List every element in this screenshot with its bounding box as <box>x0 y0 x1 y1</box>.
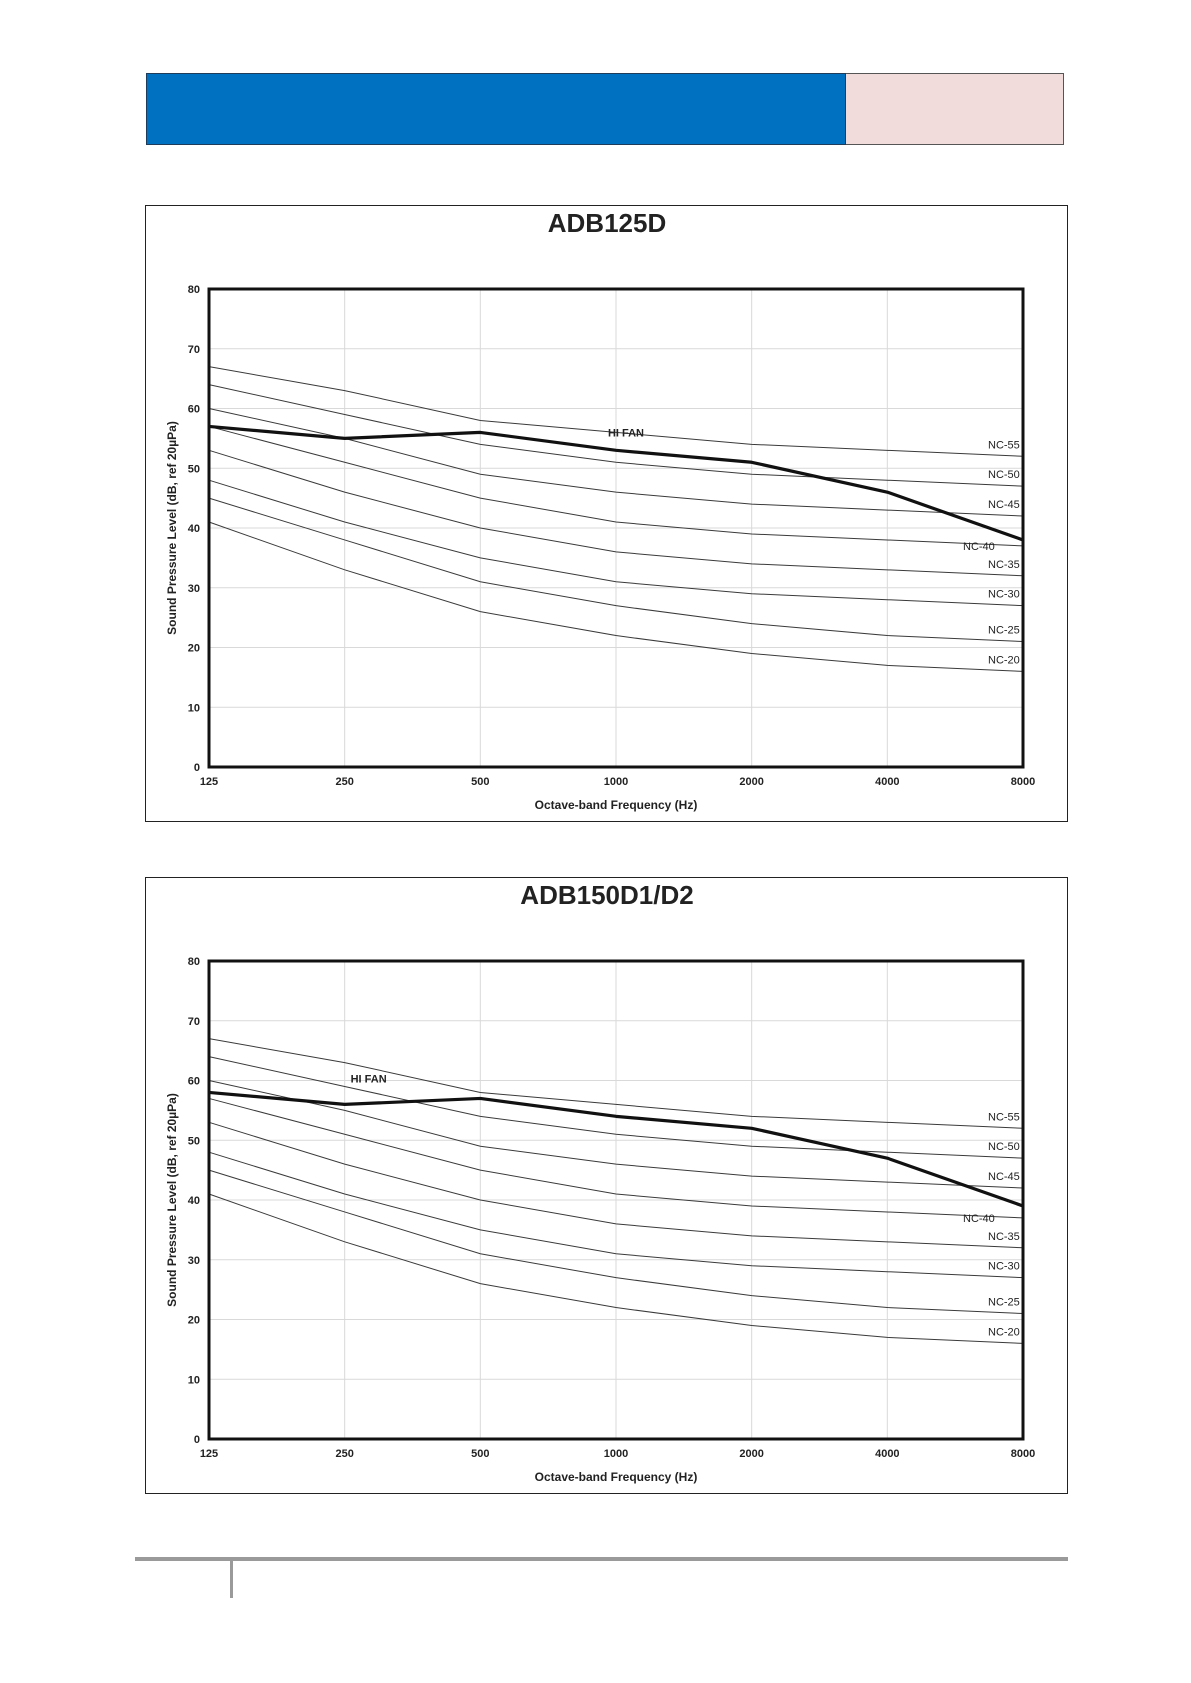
y-tick-label: 10 <box>188 1374 200 1386</box>
chart-frame-1: ADB125D NC-55 NC-50 NC-45 NC-40 NC-35 NC-30 NC-… <box>145 205 1068 822</box>
grid-lines <box>209 961 1023 1439</box>
nc-curve-line <box>208 425 1024 547</box>
series-group: HI FAN <box>208 424 1024 542</box>
x-tick-label: 4000 <box>875 776 899 788</box>
nc-curve-label: NC-20 <box>988 654 1020 666</box>
footer-divider <box>230 1561 233 1598</box>
nc-curve-label: NC-30 <box>988 1261 1020 1273</box>
y-tick-label: 40 <box>188 523 200 535</box>
nc-curve-label: NC-55 <box>988 1111 1020 1123</box>
nc-curve-line <box>208 479 1024 607</box>
hi-fan-label: HI FAN <box>608 427 644 439</box>
header-bar <box>146 73 846 145</box>
nc-curve-line <box>208 497 1024 643</box>
y-tick-label: 60 <box>188 1076 200 1088</box>
x-tick-label: 1000 <box>604 776 628 788</box>
nc-curve-label: NC-40 <box>963 541 995 553</box>
y-tick-label: 30 <box>188 1255 200 1267</box>
nc-curve-label: NC-45 <box>988 499 1020 511</box>
header-side-panel <box>846 73 1064 145</box>
nc-curve-line <box>208 1038 1024 1129</box>
y-tick-labels: 0 10 20 30 40 50 60 70 80 <box>188 284 200 774</box>
y-tick-label: 20 <box>188 643 200 655</box>
y-tick-label: 80 <box>188 284 200 296</box>
x-tick-label: 250 <box>335 776 353 788</box>
chart-svg-2: ADB150D1/D2 NC-55 NC-50 NC-45 NC-40 NC-35 NC-3… <box>165 880 1035 1484</box>
nc-curve-line <box>208 449 1024 577</box>
x-tick-label: 4000 <box>875 1448 899 1460</box>
x-tick-label: 125 <box>200 776 218 788</box>
y-tick-label: 40 <box>188 1195 200 1207</box>
x-tick-label: 125 <box>200 1448 218 1460</box>
nc-curve-label: NC-50 <box>988 1141 1020 1153</box>
y-tick-label: 30 <box>188 583 200 595</box>
nc-curve-line <box>208 384 1024 487</box>
y-tick-labels: 0 10 20 30 40 50 60 70 80 <box>188 956 200 1446</box>
x-tick-label: 500 <box>471 1448 489 1460</box>
nc-curve-label: NC-20 <box>988 1326 1020 1338</box>
y-axis-label: Sound Pressure Level (dB, ref 20µPa) <box>165 1093 179 1307</box>
nc-curve-label: NC-25 <box>988 625 1020 637</box>
footer-rule <box>135 1557 1068 1561</box>
nc-curve-label: NC-40 <box>963 1213 995 1225</box>
y-tick-label: 50 <box>188 1135 200 1147</box>
series-group: HI FAN <box>208 1073 1024 1208</box>
grid-lines <box>209 289 1023 767</box>
hi-fan-line <box>208 1090 1024 1208</box>
nc-curve-line <box>208 1151 1024 1279</box>
x-tick-label: 250 <box>335 1448 353 1460</box>
nc-curve-label: NC-50 <box>988 469 1020 481</box>
x-tick-labels: 125 250 500 1000 2000 4000 8000 <box>200 776 1035 788</box>
y-tick-label: 80 <box>188 956 200 968</box>
x-tick-label: 2000 <box>739 776 763 788</box>
plot-area-border <box>207 287 1025 769</box>
nc-curve-label: NC-35 <box>988 559 1020 571</box>
x-axis-label: Octave-band Frequency (Hz) <box>535 1470 698 1484</box>
nc-curve-line <box>208 1121 1024 1249</box>
y-tick-label: 60 <box>188 404 200 416</box>
x-tick-label: 500 <box>471 776 489 788</box>
plot-area-border <box>207 959 1025 1441</box>
nc-curves: NC-55 NC-50 NC-45 NC-40 NC-35 NC-30 NC-25 NC-20 <box>208 1038 1024 1344</box>
x-tick-label: 8000 <box>1011 1448 1035 1460</box>
nc-curve-line <box>208 521 1024 672</box>
chart-title: ADB125D <box>548 208 667 238</box>
nc-curve-line <box>208 1056 1024 1159</box>
nc-curve-line <box>208 366 1024 457</box>
y-tick-label: 0 <box>194 762 200 774</box>
y-tick-label: 0 <box>194 1434 200 1446</box>
hi-fan-line <box>208 424 1024 542</box>
nc-curve-label: NC-30 <box>988 589 1020 601</box>
chart-frame-2: ADB150D1/D2 NC-55 NC-50 NC-45 NC-40 NC-35 NC-3… <box>145 877 1068 1494</box>
nc-curve-line <box>208 1097 1024 1219</box>
nc-curve-line <box>208 1080 1024 1189</box>
nc-curve-label: NC-25 <box>988 1297 1020 1309</box>
x-tick-label: 2000 <box>739 1448 763 1460</box>
y-tick-label: 70 <box>188 1016 200 1028</box>
hi-fan-label: HI FAN <box>351 1073 387 1085</box>
chart-title: ADB150D1/D2 <box>520 880 693 910</box>
x-tick-labels: 125 250 500 1000 2000 4000 8000 <box>200 1448 1035 1460</box>
nc-curve-label: NC-55 <box>988 439 1020 451</box>
y-tick-label: 70 <box>188 344 200 356</box>
nc-curve-line <box>208 1169 1024 1315</box>
chart-svg-1: ADB125D NC-55 NC-50 NC-45 NC-40 NC-35 NC-30 NC-… <box>165 208 1035 812</box>
x-tick-label: 1000 <box>604 1448 628 1460</box>
y-tick-label: 10 <box>188 702 200 714</box>
x-tick-label: 8000 <box>1011 776 1035 788</box>
y-tick-label: 20 <box>188 1315 200 1327</box>
nc-curve-label: NC-35 <box>988 1231 1020 1243</box>
x-axis-label: Octave-band Frequency (Hz) <box>535 798 698 812</box>
nc-curve-line <box>208 1193 1024 1344</box>
y-tick-label: 50 <box>188 463 200 475</box>
nc-curve-label: NC-45 <box>988 1171 1020 1183</box>
y-axis-label: Sound Pressure Level (dB, ref 20µPa) <box>165 421 179 635</box>
